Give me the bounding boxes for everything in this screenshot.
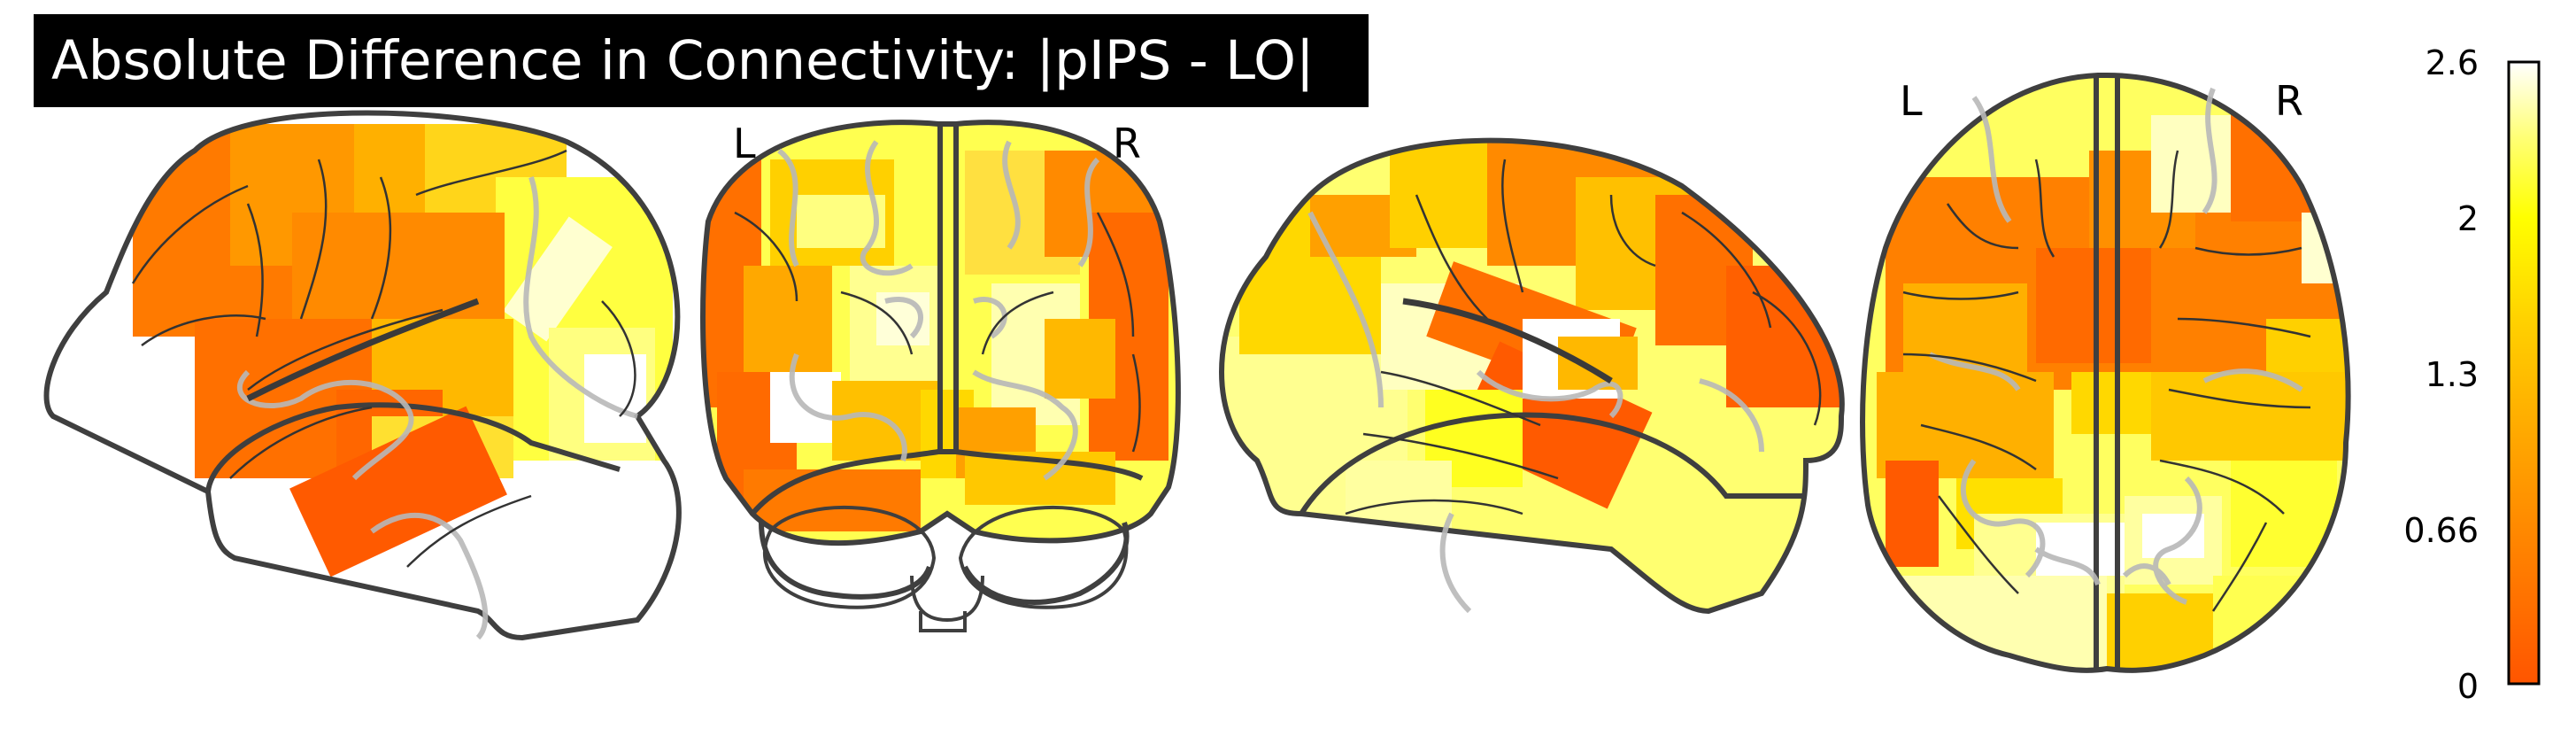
axial-sulci xyxy=(1902,150,2311,612)
cerebellum-outline xyxy=(763,506,1129,632)
colorbar-tick-0-66: 0.66 xyxy=(2403,511,2479,550)
colorbar-tick-max: 2.6 xyxy=(2425,43,2479,82)
axial-inner-outline xyxy=(1928,87,2303,605)
coronal-left-label: L xyxy=(733,120,756,167)
colorbar-tick-2: 2 xyxy=(2456,199,2479,238)
right-sagittal-sulci xyxy=(1345,159,1822,515)
coronal-view: L R xyxy=(700,120,1181,632)
colorbar xyxy=(2507,60,2541,686)
left-sagittal-view xyxy=(43,110,682,641)
right-sagittal-outline xyxy=(1219,137,1845,615)
axial-outline xyxy=(1860,73,2351,673)
colorbar-tick-min: 0 xyxy=(2456,667,2479,706)
left-sagittal-activation xyxy=(133,124,673,577)
left-sagittal-outline xyxy=(43,110,682,641)
title-box xyxy=(34,14,1369,107)
axial-right-label: R xyxy=(2275,77,2303,125)
lateral-sulcus-line xyxy=(246,298,480,402)
colorbar-gradient xyxy=(2507,60,2541,686)
axial-view: L R xyxy=(1860,73,2351,673)
coronal-sulci xyxy=(734,211,1141,453)
right-sagittal-view xyxy=(1219,137,1845,615)
right-sagittal-inner-outline xyxy=(1307,211,1764,614)
axial-left-label: L xyxy=(1900,77,1923,125)
colorbar-tick-1-3: 1.3 xyxy=(2425,355,2479,394)
left-sagittal-inner-outline xyxy=(237,176,638,640)
right-lateral-sulcus-line xyxy=(1402,298,1613,384)
coronal-right-label: R xyxy=(1113,120,1141,167)
figure-title: Absolute Difference in Connectivity: |pI… xyxy=(51,29,1315,92)
left-sagittal-sulci xyxy=(131,149,636,568)
coronal-inner-outline xyxy=(777,140,1100,481)
